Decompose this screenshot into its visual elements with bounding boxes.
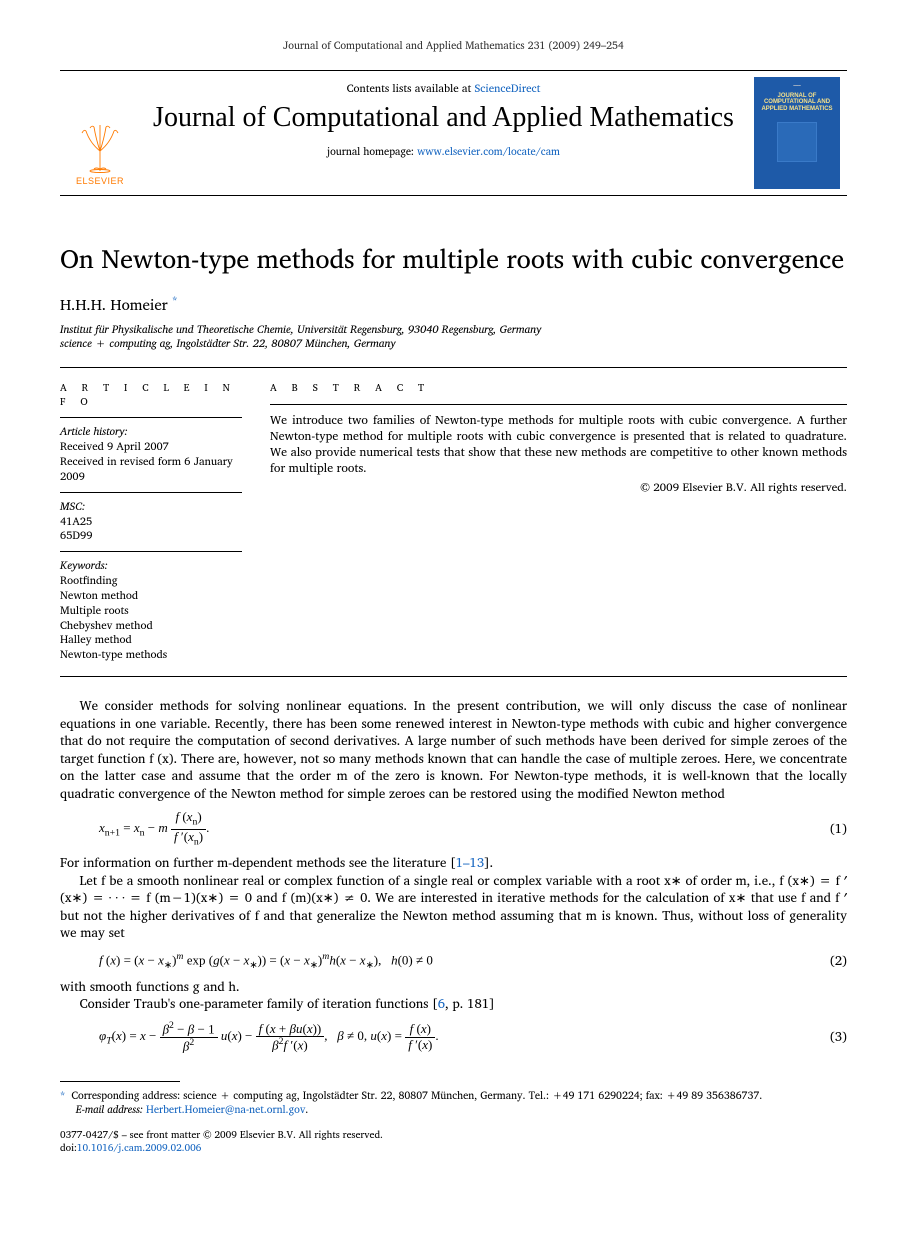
doi-prefix: doi: [60,1140,77,1156]
contents-prefix: Contents lists available at [347,79,475,97]
author-line: H.H.H. Homeier * [60,293,847,315]
equation-1: xn+1 = xn − m f (xn)f ′(xn). (1) [60,810,847,848]
affiliation-2: science + computing ag, Ingolstädter Str… [60,336,847,351]
equation-2: f (x) = (x − x∗)m exp (g(x − x∗)) = (x −… [60,950,847,972]
affiliations: Institut für Physikalische und Theoretis… [60,322,847,352]
para-3: Let f be a smooth nonlinear real or comp… [60,872,847,942]
sciencedirect-link[interactable]: ScienceDirect [475,79,541,97]
corresponding-mark-link[interactable]: * [172,291,178,309]
homepage-line: journal homepage: www.elsevier.com/locat… [148,144,739,158]
article-title: On Newton-type methods for multiple root… [60,244,847,275]
kw-6: Newton-type methods [60,647,242,662]
masthead-center: Contents lists available at ScienceDirec… [140,71,747,195]
journal-name: Journal of Computational and Applied Mat… [148,102,739,134]
eq3-number: (3) [807,1028,847,1046]
cover-title: JOURNAL OF COMPUTATIONAL AND APPLIED MAT… [758,93,836,113]
footer: 0377-0427/$ – see front matter © 2009 El… [60,1129,847,1156]
doi-link[interactable]: 10.1016/j.cam.2009.02.006 [77,1140,202,1156]
rule-top [60,367,847,368]
publisher-label: ELSEVIER [76,175,124,187]
email-link[interactable]: Herbert.Homeier@na-net.ornl.gov [146,1100,305,1118]
footnote-separator [60,1081,180,1082]
para-5: Consider Traub's one-parameter family of… [60,995,847,1013]
email-suffix: . [305,1100,308,1118]
abstract: A B S T R A C T We introduce two familie… [270,382,847,662]
eq1-number: (1) [807,820,847,838]
abstract-heading: A B S T R A C T [270,382,847,396]
ref-link-6[interactable]: 6 [438,992,445,1014]
homepage-link[interactable]: www.elsevier.com/locate/cam [417,142,560,160]
running-head: Journal of Computational and Applied Mat… [60,38,847,52]
equation-3: φT(x) = x − β2 − β − 1β2 u(x) − f (x + β… [60,1021,847,1053]
footnote: * Corresponding address: science + compu… [60,1088,847,1116]
author-name: H.H.H. Homeier [60,292,168,317]
body: We consider methods for solving nonlinea… [60,697,847,1053]
elsevier-logo-icon [76,121,124,173]
footnote-mark: * [60,1086,65,1104]
publisher-block: ELSEVIER [60,71,140,195]
homepage-prefix: journal homepage: [327,142,417,160]
abstract-copyright: © 2009 Elsevier B.V. All rights reserved… [270,480,847,496]
journal-cover-icon: ━━━ JOURNAL OF COMPUTATIONAL AND APPLIED… [754,77,840,189]
eq2-number: (2) [807,952,847,970]
cover-thumb-box: ━━━ JOURNAL OF COMPUTATIONAL AND APPLIED… [747,71,847,195]
masthead: ELSEVIER Contents lists available at Sci… [60,70,847,196]
para-1: We consider methods for solving nonlinea… [60,697,847,802]
rule-bottom [60,676,847,677]
contents-line: Contents lists available at ScienceDirec… [148,81,739,96]
email-label: E-mail address: [76,1100,143,1118]
abstract-text: We introduce two families of Newton-type… [270,413,847,478]
msc-2: 65D99 [60,528,242,543]
article-info: A R T I C L E I N F O Article history: R… [60,382,270,662]
history-2: Received in revised form 6 January 2009 [60,454,242,484]
info-heading: A R T I C L E I N F O [60,382,242,409]
